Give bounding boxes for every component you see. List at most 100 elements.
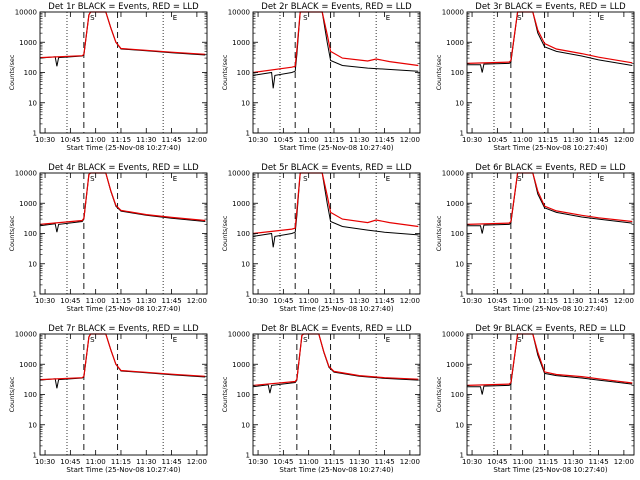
x-tick-label: 10:30 xyxy=(248,136,268,144)
s-marker: S xyxy=(517,175,522,183)
x-tick-label: 11:45 xyxy=(374,458,394,466)
s-marker: S xyxy=(90,336,95,344)
x-tick-label: 11:45 xyxy=(161,458,181,466)
s-marker: S xyxy=(303,336,308,344)
x-axis-label: Start Time (25-Nov-08 10:27:40) xyxy=(279,144,393,152)
y-tick-label: 1000 xyxy=(446,39,464,47)
e-marker: E xyxy=(173,14,177,22)
x-tick-label: 11:00 xyxy=(513,458,533,466)
y-tick-label: 1 xyxy=(246,291,250,299)
y-tick-label: 10 xyxy=(241,260,250,268)
s-marker: S xyxy=(303,14,308,22)
x-tick-label: 11:00 xyxy=(299,458,319,466)
x-tick-label: 11:00 xyxy=(299,136,319,144)
events-series-line xyxy=(252,11,419,89)
panel-title: Det 6r BLACK = Events, RED = LLD xyxy=(475,163,626,173)
y-tick-label: 1000 xyxy=(19,200,37,208)
x-tick-label: 11:45 xyxy=(588,458,608,466)
y-tick-label: 10000 xyxy=(228,331,250,339)
panel-title: Det 1r BLACK = Events, RED = LLD xyxy=(48,2,199,12)
x-tick-label: 11:15 xyxy=(538,136,558,144)
y-tick-label: 10 xyxy=(28,99,37,107)
events-series-line xyxy=(467,11,633,73)
y-tick-label: 10 xyxy=(241,99,250,107)
e-marker: E xyxy=(173,336,177,344)
e-marker: E xyxy=(386,14,390,22)
e-marker: E xyxy=(386,336,390,344)
x-tick-label: 12:00 xyxy=(614,458,634,466)
x-tick-label: 11:45 xyxy=(374,136,394,144)
s-marker: S xyxy=(303,175,308,183)
x-axis-label: Start Time (25-Nov-08 10:27:40) xyxy=(66,305,180,313)
x-tick-label: 10:30 xyxy=(462,458,482,466)
events-series-line xyxy=(39,333,206,389)
x-tick-label: 12:00 xyxy=(400,297,420,305)
events-series-line xyxy=(39,11,206,67)
e-marker: E xyxy=(600,175,604,183)
y-tick-label: 1 xyxy=(246,130,250,138)
y-axis-label: Counts/sec xyxy=(221,54,229,90)
x-tick-label: 11:30 xyxy=(563,136,583,144)
x-tick-label: 11:30 xyxy=(136,297,156,305)
s-marker: S xyxy=(517,14,522,22)
x-tick-label: 11:45 xyxy=(374,297,394,305)
plot-frame xyxy=(252,11,421,134)
events-series-line xyxy=(467,333,633,395)
y-tick-label: 1000 xyxy=(19,361,37,369)
x-tick-label: 12:00 xyxy=(187,458,207,466)
x-tick-label: 11:30 xyxy=(136,136,156,144)
x-tick-label: 11:30 xyxy=(349,136,369,144)
e-marker: E xyxy=(600,336,604,344)
x-tick-label: 11:30 xyxy=(563,458,583,466)
x-tick-label: 11:30 xyxy=(349,458,369,466)
panel-7: Det 7r BLACK = Events, RED = LLD S E 1 10 100… xyxy=(8,324,208,474)
plot-frame xyxy=(39,11,208,134)
x-tick-label: 10:45 xyxy=(60,458,80,466)
x-axis-label: Start Time (25-Nov-08 10:27:40) xyxy=(493,305,607,313)
y-axis-label: Counts/sec xyxy=(435,215,443,251)
panel-8: Det 8r BLACK = Events, RED = LLD S E 1 10 100… xyxy=(221,324,421,474)
events-series-line xyxy=(252,333,419,394)
lld-series-line xyxy=(252,11,419,74)
e-marker: E xyxy=(386,175,390,183)
x-tick-label: 12:00 xyxy=(400,458,420,466)
panel-title: Det 5r BLACK = Events, RED = LLD xyxy=(261,163,412,173)
y-tick-label: 1000 xyxy=(232,361,250,369)
y-tick-label: 10000 xyxy=(15,9,37,17)
panel-1: Det 1r BLACK = Events, RED = LLD S E 1 10 100… xyxy=(8,2,208,152)
x-tick-label: 11:15 xyxy=(324,458,344,466)
y-tick-label: 10 xyxy=(28,421,37,429)
y-tick-label: 100 xyxy=(237,230,250,238)
x-tick-label: 12:00 xyxy=(614,297,634,305)
x-tick-label: 11:15 xyxy=(538,458,558,466)
x-tick-label: 10:30 xyxy=(248,297,268,305)
x-tick-label: 10:45 xyxy=(273,297,293,305)
x-tick-label: 10:45 xyxy=(60,136,80,144)
s-marker: S xyxy=(90,14,95,22)
y-tick-label: 10000 xyxy=(15,331,37,339)
e-marker: E xyxy=(600,14,604,22)
x-tick-label: 11:00 xyxy=(299,297,319,305)
panel-title: Det 4r BLACK = Events, RED = LLD xyxy=(48,163,199,173)
x-tick-label: 11:15 xyxy=(111,297,131,305)
y-tick-label: 1000 xyxy=(19,39,37,47)
x-tick-label: 12:00 xyxy=(187,136,207,144)
s-marker: S xyxy=(517,336,522,344)
y-tick-label: 1000 xyxy=(446,361,464,369)
x-tick-label: 11:30 xyxy=(349,297,369,305)
x-tick-label: 10:45 xyxy=(273,136,293,144)
x-tick-label: 10:45 xyxy=(487,458,507,466)
x-axis-label: Start Time (25-Nov-08 10:27:40) xyxy=(493,144,607,152)
y-tick-label: 10000 xyxy=(228,170,250,178)
y-axis-label: Counts/sec xyxy=(221,215,229,251)
x-tick-label: 10:45 xyxy=(60,297,80,305)
x-axis-label: Start Time (25-Nov-08 10:27:40) xyxy=(66,466,180,474)
panel-title: Det 7r BLACK = Events, RED = LLD xyxy=(48,324,199,334)
x-tick-label: 11:15 xyxy=(111,458,131,466)
panel-4: Det 4r BLACK = Events, RED = LLD S E 1 10 100… xyxy=(8,163,208,313)
x-tick-label: 10:45 xyxy=(273,458,293,466)
y-tick-label: 1000 xyxy=(232,200,250,208)
lld-series-line xyxy=(252,172,419,235)
x-tick-label: 10:45 xyxy=(487,136,507,144)
plot-frame xyxy=(466,333,635,456)
